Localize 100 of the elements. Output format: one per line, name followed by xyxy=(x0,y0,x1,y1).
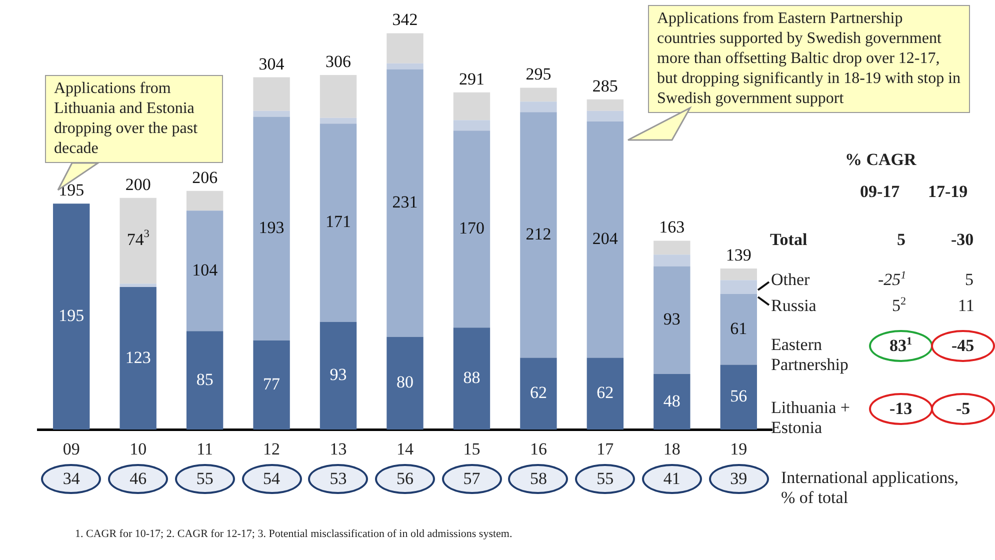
text: 41 xyxy=(663,469,680,489)
annotation: Applications from Lithuania and Estonia dropping over the past decade xyxy=(45,75,223,163)
bar xyxy=(120,198,156,284)
text: -25$^{1}$ xyxy=(878,269,906,290)
x-tick-label: 19 xyxy=(730,439,748,458)
data-label: 93 xyxy=(663,310,680,329)
data-label: 204 xyxy=(592,229,618,248)
total-label: 200 xyxy=(125,174,151,194)
bar xyxy=(320,118,357,124)
text: 5$^{2}$ xyxy=(892,295,906,316)
total-label: 206 xyxy=(192,168,218,187)
bar xyxy=(720,268,757,280)
total-label: 342 xyxy=(392,10,418,30)
bar xyxy=(720,294,757,365)
bar xyxy=(253,340,290,430)
bar xyxy=(586,110,624,122)
bar xyxy=(520,112,557,358)
bar xyxy=(120,287,156,430)
x-tick-label: 18 xyxy=(663,439,680,458)
annotation: Applications from Eastern Partnership countries supported by Swedish government more than offsetting Baltic drop over 12-17, but dropping significantly in 18-19 with stop in Swedish government support xyxy=(648,5,970,113)
data-label: 56 xyxy=(730,386,748,406)
text: -13 xyxy=(890,399,912,419)
bar xyxy=(253,116,290,340)
bar xyxy=(453,120,490,131)
text: 54 xyxy=(263,469,280,489)
series-label: Eastern Partnership xyxy=(771,335,850,375)
bar xyxy=(586,99,624,111)
text: 09-17 xyxy=(860,182,900,202)
bar xyxy=(720,280,757,294)
bar xyxy=(120,284,156,288)
bar xyxy=(386,33,424,64)
bar xyxy=(520,102,557,112)
data-label: 123 xyxy=(125,348,151,367)
data-label: 104 xyxy=(192,260,218,280)
x-tick-label: 17 xyxy=(596,439,614,458)
text: 5 xyxy=(897,230,906,250)
text: 34 xyxy=(62,469,80,489)
text: 39 xyxy=(730,469,748,489)
bar xyxy=(453,92,490,120)
bar xyxy=(453,328,490,430)
x-tick-label: 16 xyxy=(530,439,547,458)
data-label: 171 xyxy=(326,212,352,232)
series-label: Other xyxy=(771,270,810,290)
annotation: Total xyxy=(770,230,808,250)
data-label: 62 xyxy=(596,383,614,402)
bar xyxy=(520,358,557,430)
bar xyxy=(186,190,224,211)
x-tick-label: 11 xyxy=(196,439,214,458)
text: % CAGR xyxy=(845,150,916,170)
text: 55 xyxy=(596,469,614,489)
total-label: 291 xyxy=(458,69,484,88)
data-label: 85 xyxy=(196,370,214,389)
text: -30 xyxy=(951,230,974,250)
text: 11 xyxy=(958,296,974,316)
text: 58 xyxy=(530,469,547,489)
bar xyxy=(386,69,424,337)
x-tick-label: 10 xyxy=(130,439,147,458)
bar xyxy=(654,374,690,430)
total-label: 304 xyxy=(258,54,285,74)
data-label: 193 xyxy=(258,218,284,238)
x-tick-label: 14 xyxy=(396,439,414,458)
text: 56 xyxy=(396,469,414,489)
text: 53 xyxy=(330,469,347,489)
bar xyxy=(720,364,757,430)
data-label: 62 xyxy=(530,383,547,402)
text: 83$^{1}$ xyxy=(890,335,912,356)
text: 17-19 xyxy=(928,182,968,202)
bar xyxy=(320,74,357,118)
bar xyxy=(386,63,424,70)
total-label: 139 xyxy=(726,245,752,264)
bar xyxy=(320,124,357,322)
text: 46 xyxy=(130,469,147,489)
data-label: 77 xyxy=(263,374,281,394)
data-label: 80 xyxy=(396,372,414,392)
data-label: 61 xyxy=(730,318,748,338)
data-label: 48 xyxy=(663,391,680,410)
bar xyxy=(386,336,424,430)
text: 55 xyxy=(196,469,214,489)
bar xyxy=(654,266,690,374)
data-label: 93 xyxy=(330,365,347,384)
bar xyxy=(654,254,690,266)
bar xyxy=(654,240,690,255)
bar xyxy=(586,358,624,430)
series-label: Russia xyxy=(771,296,816,316)
bar xyxy=(186,331,224,430)
text: -5 xyxy=(956,399,970,419)
total-label: 306 xyxy=(326,52,352,71)
total-label: 163 xyxy=(659,218,685,237)
x-tick-label: 13 xyxy=(330,439,347,458)
data-label: 170 xyxy=(458,218,484,238)
bar xyxy=(320,322,357,430)
x-tick-label: 09 xyxy=(62,439,80,458)
bar xyxy=(520,88,557,102)
bar xyxy=(53,204,90,430)
series-label: Lithuania + Estonia xyxy=(771,398,851,438)
bar xyxy=(453,130,490,328)
text: 57 xyxy=(463,469,480,489)
x-tick-label: 15 xyxy=(463,439,480,458)
data-label: 195 xyxy=(58,306,84,326)
total-label: 285 xyxy=(592,76,618,96)
